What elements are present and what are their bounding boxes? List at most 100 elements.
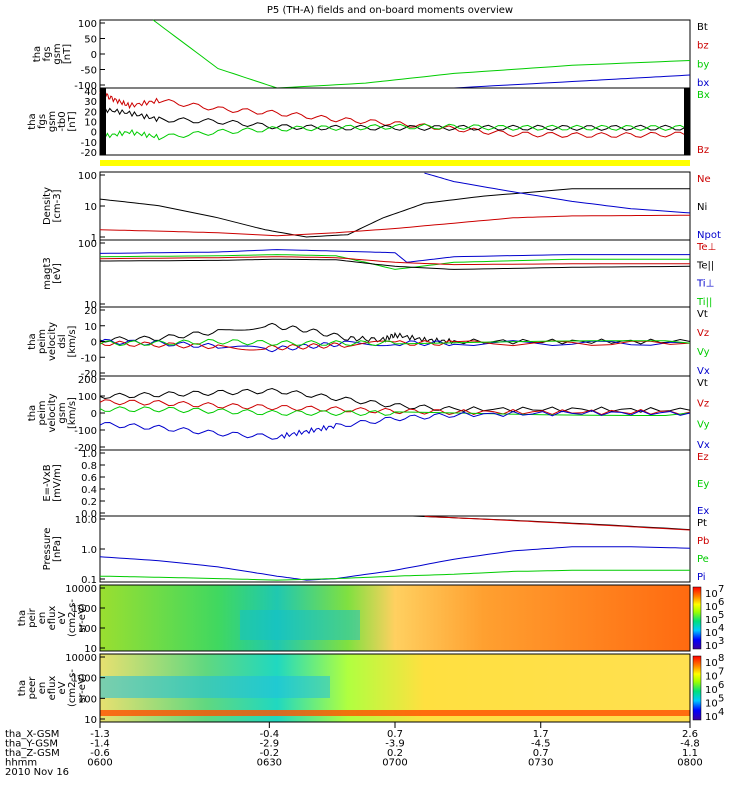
x-axis-row-label: hhmm: [5, 758, 37, 769]
x-axis-row-label: tha_Y-GSM: [5, 739, 58, 750]
y-tick-label: 0: [91, 128, 97, 139]
x-axis-value: 1.7: [533, 729, 549, 740]
y-tick-label: -200: [74, 443, 97, 454]
heatmap-band: [100, 676, 330, 698]
legend-entry: Ne: [697, 174, 711, 185]
y-axis-label: eV: [57, 681, 68, 694]
x-axis-value: -2.9: [260, 739, 280, 750]
y-axis-label: en: [37, 612, 48, 625]
series-line: [453, 74, 691, 89]
y-axis-label: peim: [37, 329, 48, 354]
y-tick-label: 200: [78, 375, 97, 386]
legend-entry: Vz: [697, 328, 709, 339]
x-axis-row-label: tha_Z-GSM: [5, 748, 60, 759]
legend-entry: Pb: [697, 536, 709, 547]
series-line: [99, 387, 691, 413]
y-axis-label: en: [37, 682, 48, 695]
colorbar-tick-exponent: 4: [718, 707, 724, 718]
panel-peim-velocity-dsl: 20 10 0 -10 -20 tha peim velocity dsl [km/s] Vt Vz V…: [27, 306, 710, 380]
y-axis-label: peim: [37, 400, 48, 425]
colorbar-tick-label: 10: [705, 699, 718, 710]
y-tick-label: 1: [91, 233, 97, 244]
x-axis-value: -0.6: [90, 748, 110, 759]
x-axis-value: 1.1: [682, 748, 698, 759]
y-axis-label: [eV]: [52, 263, 63, 284]
x-axis-value: 0.7: [533, 748, 549, 759]
legend-entry: Te⊥: [696, 242, 716, 253]
legend-entry: Vy: [697, 419, 710, 430]
legend-entry: Ti⊥: [696, 279, 714, 290]
y-axis-label: [nPa]: [52, 536, 63, 562]
legend-entry: Vx: [697, 440, 710, 451]
y-axis-label: Density: [42, 187, 53, 225]
x-axis-value: 0600: [87, 758, 112, 769]
panel-frame: [99, 19, 691, 89]
y-axis-label: -tb0: [57, 111, 68, 131]
y-axis-label: gsm: [47, 111, 58, 132]
series-line: [99, 340, 691, 351]
legend-entry: Bt: [697, 22, 708, 33]
y-tick-label: 20: [84, 107, 97, 118]
y-tick-label: 0.8: [81, 461, 97, 472]
x-axis-value: 0630: [257, 758, 282, 769]
y-axis-label: gsm: [52, 43, 63, 64]
colorbar-tick-label: 10: [705, 658, 718, 669]
y-tick-label: 30: [84, 97, 97, 108]
colorbar-tick-exponent: 4: [718, 623, 724, 634]
y-axis-label: eV: [57, 611, 68, 624]
y-axis-label: tha: [17, 680, 28, 696]
y-tick-label: -10: [81, 138, 97, 149]
y-tick-label: 0.2: [81, 497, 97, 508]
panel-frame: [99, 515, 691, 583]
y-axis-label: (cm2-s-: [67, 669, 78, 707]
legend-entry: bz: [697, 41, 709, 52]
colorbar-tick-exponent: 8: [718, 653, 724, 664]
y-tick-label: 0: [91, 409, 97, 420]
y-tick-label: 40: [84, 87, 97, 98]
series-line: [99, 322, 691, 345]
separator-band: [100, 160, 690, 166]
series-line: [99, 546, 691, 581]
y-tick-label: 100: [78, 624, 97, 635]
colorbar-tick-exponent: 6: [718, 597, 724, 608]
y-tick-label: 0.0: [81, 509, 97, 520]
colorbar-tick-exponent: 7: [718, 584, 724, 595]
series-line: [99, 399, 691, 416]
x-axis-value: -0.4: [260, 729, 280, 740]
heatmap-band: [100, 710, 690, 716]
colorbar-tick-exponent: 5: [718, 694, 724, 705]
series-line: [100, 258, 691, 270]
heatmap-band: [240, 610, 360, 640]
y-axis-label: tha: [27, 333, 38, 349]
series-line: [100, 569, 690, 581]
edge-bar: [684, 88, 690, 155]
y-axis-label: velocity: [47, 393, 58, 432]
y-axis-label: [km/s]: [67, 397, 78, 429]
panel-density: 100 10 1 Density [cm-3] Ne Ni Npot: [42, 171, 721, 244]
x-axis-value: 2.6: [682, 729, 698, 740]
y-tick-label: 100: [78, 171, 97, 182]
series-line: [99, 256, 690, 266]
y-tick-label: 10000: [65, 584, 97, 595]
y-axis-label: peir: [27, 607, 38, 627]
colorbar-tick-exponent: 6: [718, 680, 724, 691]
legend-entry: Vx: [697, 366, 710, 377]
series-line: [152, 19, 691, 89]
panel-e-vxb: 1.00.80.60.40.20.0 E=-VxB [mV/m] Ez Ey Ex: [42, 449, 709, 520]
panel-fgs-gsm: 100 50 0 -50 -100 tha fgs gsm [nT] Bt bz by bx: [32, 19, 709, 92]
legend-entry: Ey: [697, 479, 709, 490]
y-tick-label: -100: [74, 81, 97, 92]
y-tick-label: -20: [81, 148, 97, 159]
series-line: [99, 338, 691, 347]
y-tick-label: 0: [91, 338, 97, 349]
series-line: [99, 123, 690, 141]
colorbar: [692, 655, 702, 721]
legend-entry: Ni: [697, 202, 707, 213]
legend-entry: Pi: [697, 572, 706, 583]
y-axis-label: [km/s]: [67, 325, 78, 357]
y-tick-label: 1000: [72, 674, 97, 685]
heatmap-peir-en-eflux: [100, 585, 690, 651]
